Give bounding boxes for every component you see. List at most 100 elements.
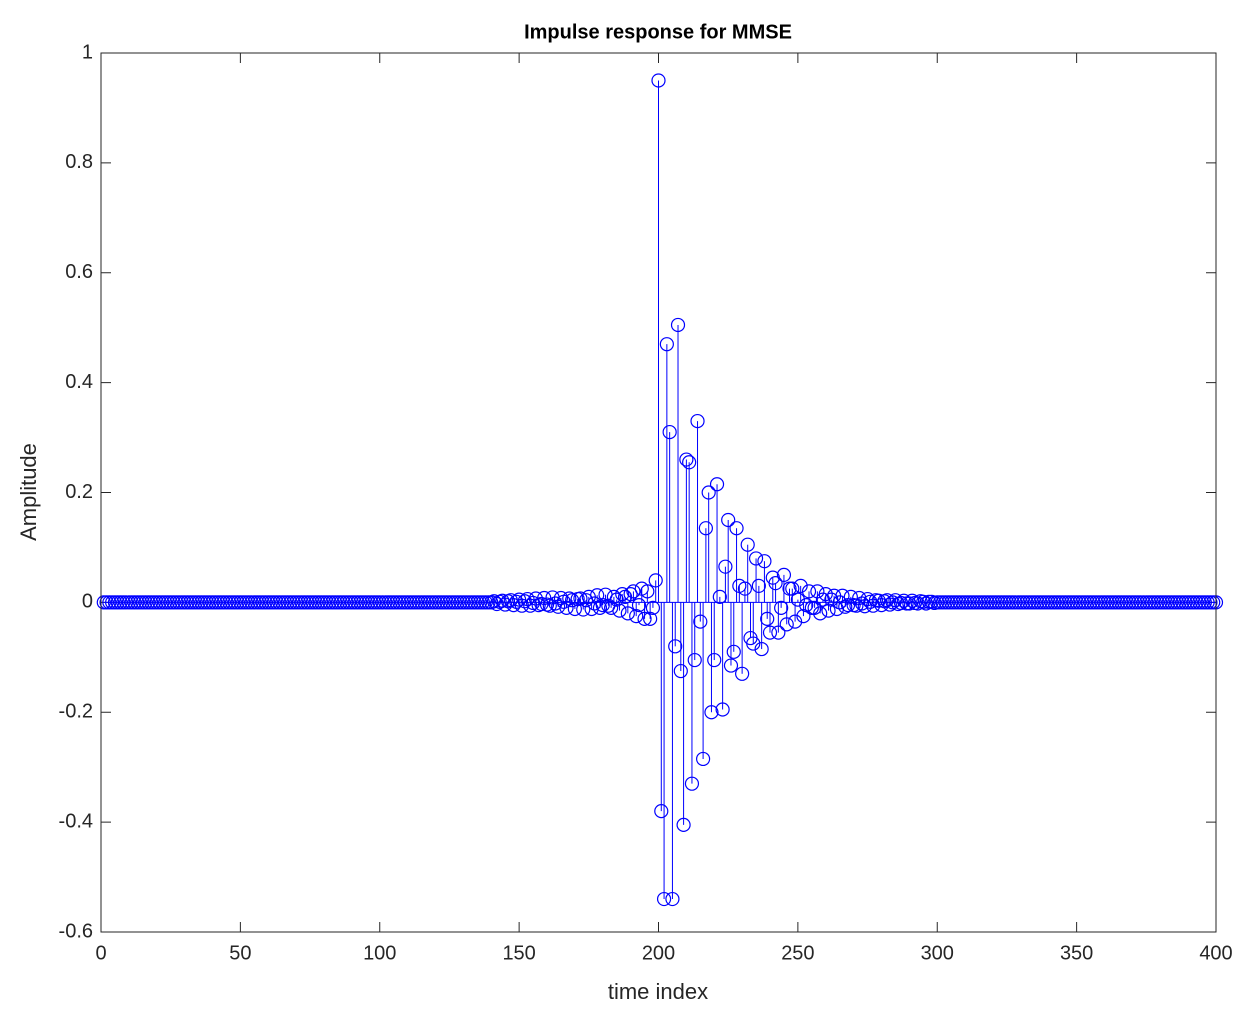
stem-marker: [885, 595, 900, 610]
x-tick-label: 350: [1060, 942, 1093, 964]
stem-marker: [648, 573, 663, 588]
stem-marker: [863, 594, 878, 609]
stem-marker: [840, 598, 856, 613]
y-tick-label: 0.6: [65, 261, 93, 283]
stem-marker: [615, 587, 630, 602]
y-tick-label: 0.4: [65, 371, 93, 393]
stem-marker: [651, 73, 666, 88]
stem-marker: [807, 600, 822, 615]
stem-marker: [537, 590, 552, 606]
stem-marker: [785, 581, 800, 596]
stem-marker: [684, 776, 700, 791]
stem-marker: [612, 603, 627, 618]
stem-marker: [718, 559, 733, 574]
stem-marker: [735, 666, 750, 681]
stem-marker: [486, 594, 502, 609]
stem-marker: [701, 485, 716, 500]
stem-marker: [801, 584, 817, 599]
x-axis-label: time index: [608, 979, 708, 1004]
axes-box: [100, 52, 1217, 933]
stem-marker: [737, 581, 753, 596]
x-tick-label: 300: [921, 942, 954, 964]
stem-marker: [573, 591, 588, 606]
stem-marker: [757, 554, 772, 569]
stem-marker: [707, 652, 722, 668]
stem-marker: [659, 337, 674, 352]
stem-marker: [721, 512, 736, 528]
x-tick-label: 400: [1199, 942, 1232, 964]
chart-title: Impulse response for MMSE: [524, 21, 792, 43]
stem-marker: [682, 455, 697, 470]
stem-marker: [623, 587, 638, 602]
stem-marker: [874, 598, 889, 613]
stem-marker: [771, 625, 786, 640]
stem-marker: [910, 596, 925, 611]
stem-marker: [821, 603, 836, 618]
stem-marker: [626, 584, 641, 599]
stem-marker: [656, 891, 672, 907]
stem-marker: [620, 606, 635, 621]
x-tick-label: 100: [363, 942, 396, 964]
stem-marker: [698, 521, 713, 536]
stem-marker: [813, 606, 828, 621]
stem-marker: [746, 636, 761, 651]
x-tick-label: 200: [642, 942, 675, 964]
stem-marker: [665, 891, 680, 907]
stem-marker: [559, 600, 574, 615]
stem-marker: [679, 452, 694, 467]
stem-marker: [704, 705, 719, 720]
stem-marker: [609, 592, 624, 607]
stem-marker: [670, 317, 686, 333]
y-axis-label: Amplitude: [16, 443, 41, 541]
stem-marker: [690, 413, 705, 429]
stem-marker: [564, 593, 580, 608]
x-tick-label: 50: [229, 942, 251, 964]
stem-marker: [748, 551, 764, 566]
y-tick-label: 1: [82, 41, 93, 63]
stem-marker: [523, 598, 538, 613]
stem-marker: [918, 596, 934, 611]
stem-marker: [818, 587, 833, 602]
stem-marker: [528, 591, 543, 606]
stem-marker: [604, 600, 619, 615]
stem-marker: [768, 576, 783, 591]
y-tick-label: -0.2: [59, 701, 93, 723]
stem-marker: [774, 600, 789, 615]
stem-marker: [751, 578, 766, 593]
stem-marker: [893, 595, 909, 611]
stem-marker: [709, 477, 725, 492]
y-tick-label: 0: [82, 591, 93, 613]
stem-marker: [715, 702, 730, 717]
stem-marker: [606, 589, 622, 604]
stem-marker: [762, 625, 778, 640]
stem-marker: [776, 567, 792, 583]
stem-marker: [779, 617, 794, 632]
stem-marker: [673, 663, 688, 679]
stem-marker: [687, 652, 702, 668]
stem-marker: [643, 611, 658, 626]
stem-marker: [790, 592, 805, 607]
stem-marker: [551, 599, 566, 614]
stem-marker: [723, 658, 739, 673]
stem-marker: [645, 600, 661, 615]
y-tick-label: -0.4: [59, 810, 93, 832]
stem-marker: [695, 751, 711, 767]
stem-marker: [760, 611, 775, 626]
stem-marker: [662, 424, 677, 440]
y-tick-label: 0.2: [65, 481, 93, 503]
stem-marker: [793, 578, 808, 593]
stem-marker: [629, 609, 644, 624]
y-tick-label: 0.8: [65, 151, 93, 173]
stem-marker: [576, 602, 591, 617]
x-tick-label: 250: [781, 942, 814, 964]
stem-marker: [592, 600, 608, 615]
stem-marker: [796, 609, 811, 624]
stem-marker: [654, 804, 669, 819]
y-tick-label: -0.6: [59, 920, 93, 942]
stem-marker: [740, 537, 755, 552]
stem-marker: [693, 614, 708, 629]
stem-marker: [595, 598, 610, 613]
